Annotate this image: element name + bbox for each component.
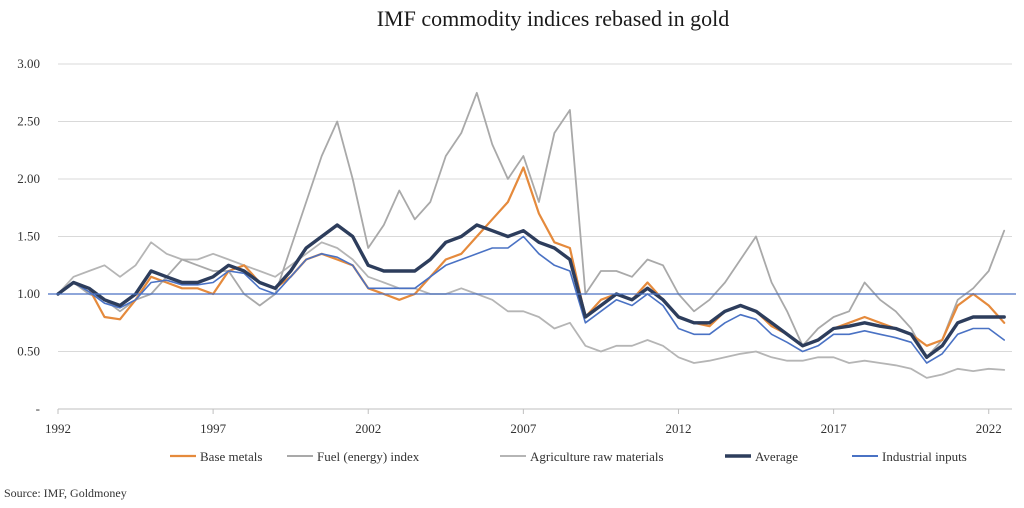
series-line-base-metals (56, 166, 1006, 347)
legend-label: Average (755, 449, 798, 464)
x-axis-ticks: 1992 1997 2002 2007 2012 2017 2022 (45, 408, 1012, 436)
legend: Base metals Fuel (energy) index Agricultur… (170, 449, 967, 464)
x-tick-label: 1992 (45, 421, 71, 436)
y-tick-label: 0.50 (17, 344, 40, 359)
x-tick-label: 2002 (355, 421, 381, 436)
y-tick-label: - (36, 401, 40, 416)
series-line-industrial-inputs (57, 235, 1006, 364)
y-tick-label: 1.00 (17, 286, 40, 301)
x-tick-label: 2012 (665, 421, 691, 436)
series-line-fuel-energy-index (57, 91, 1006, 359)
x-tick-label: 1997 (200, 421, 227, 436)
chart-title: IMF commodity indices rebased in gold (377, 6, 730, 31)
legend-label: Industrial inputs (882, 449, 967, 464)
y-tick-label: 1.50 (17, 229, 40, 244)
series-layer (48, 91, 1016, 379)
y-axis-ticks: - 0.50 1.00 1.50 2.00 2.50 3.00 (17, 56, 40, 416)
x-tick-label: 2007 (510, 421, 537, 436)
x-tick-label: 2022 (976, 421, 1002, 436)
source-note: Source: IMF, Goldmoney (4, 486, 127, 500)
legend-label: Fuel (energy) index (317, 449, 420, 464)
y-tick-label: 3.00 (17, 56, 40, 71)
series-line-agriculture-raw-materials (57, 241, 1006, 379)
legend-label: Agriculture raw materials (530, 449, 664, 464)
x-tick-label: 2017 (821, 421, 848, 436)
y-tick-label: 2.50 (17, 114, 40, 129)
series-line-average (56, 223, 1006, 359)
y-tick-label: 2.00 (17, 171, 40, 186)
legend-label: Base metals (200, 449, 262, 464)
grid-layer (58, 63, 1012, 352)
